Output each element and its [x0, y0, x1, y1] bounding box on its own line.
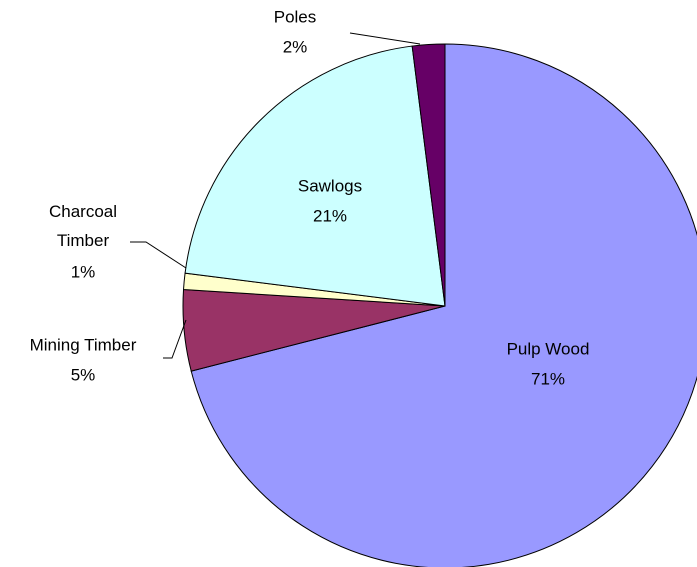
value-label: 71% — [531, 369, 565, 388]
pie-slice — [411, 43, 446, 307]
slice-label: Poles — [274, 7, 317, 26]
leader-line — [130, 241, 187, 269]
value-label: 2% — [283, 37, 308, 56]
value-label: 21% — [313, 206, 347, 225]
slice-label: Sawlogs — [298, 176, 362, 195]
leader-line — [163, 319, 187, 359]
slice-label: Charcoal Timber — [49, 202, 117, 250]
pie — [182, 43, 697, 567]
pie-slice — [184, 45, 446, 307]
pie-slice — [190, 43, 697, 567]
value-label: 5% — [71, 365, 96, 384]
value-label: 1% — [71, 262, 96, 281]
leader-line — [349, 32, 421, 45]
slice-label: Pulp Wood — [507, 339, 590, 358]
slice-label: Mining Timber — [30, 335, 137, 354]
